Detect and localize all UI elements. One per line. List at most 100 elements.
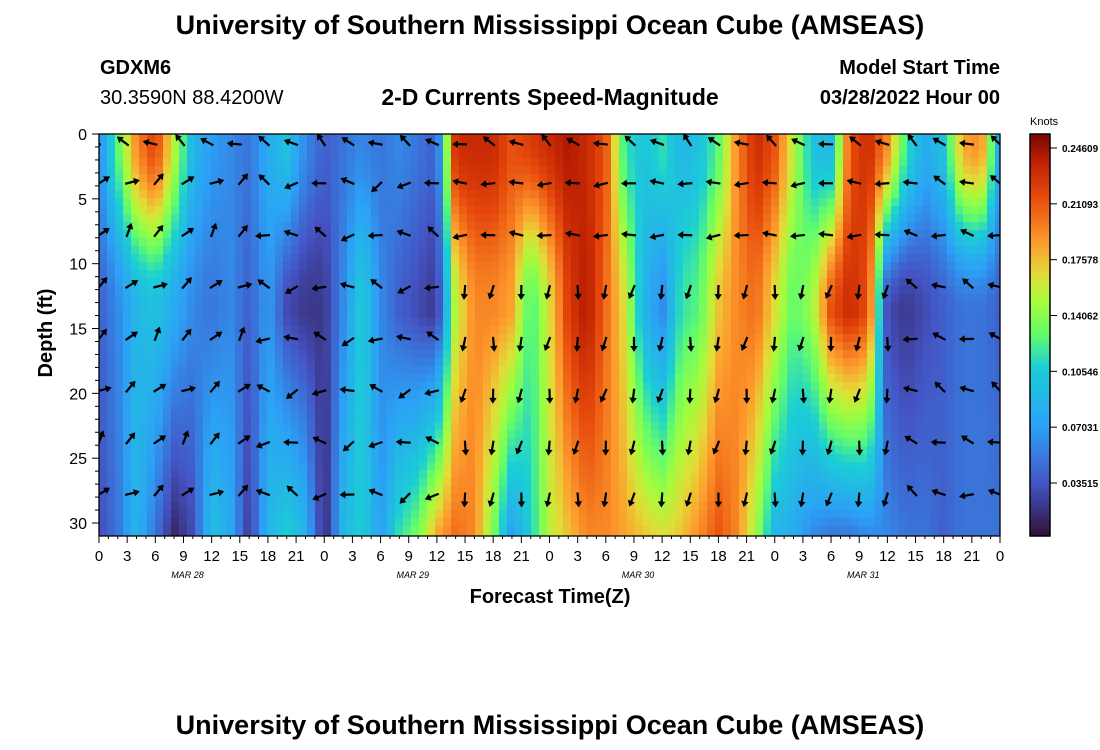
- heatmap-cell: [403, 478, 412, 487]
- heatmap-cell: [691, 294, 700, 303]
- heatmap-cell: [155, 206, 164, 215]
- heatmap-cell: [859, 222, 868, 231]
- heatmap-cell: [299, 302, 308, 311]
- heatmap-cell: [299, 142, 308, 151]
- heatmap-cell: [243, 494, 252, 503]
- heatmap-cell: [523, 438, 532, 447]
- heatmap-cell: [99, 342, 108, 351]
- heatmap-cell: [107, 142, 116, 151]
- heatmap-cell: [259, 222, 268, 231]
- heatmap-cell: [659, 270, 668, 279]
- heatmap-cell: [563, 222, 572, 231]
- heatmap-cell: [819, 198, 828, 207]
- heatmap-cell: [235, 134, 244, 143]
- heatmap-cell: [147, 398, 156, 407]
- heatmap-cell: [459, 182, 468, 191]
- heatmap-cell: [867, 358, 876, 367]
- heatmap-cell: [747, 198, 756, 207]
- heatmap-cell: [307, 278, 316, 287]
- heatmap-cell: [515, 174, 524, 183]
- heatmap-cell: [619, 478, 628, 487]
- heatmap-cell: [699, 494, 708, 503]
- heatmap-cell: [867, 294, 876, 303]
- heatmap-cell: [635, 246, 644, 255]
- heatmap-cell: [635, 462, 644, 471]
- heatmap-cell: [739, 150, 748, 159]
- heatmap-cell: [355, 438, 364, 447]
- heatmap-cell: [635, 382, 644, 391]
- heatmap-cell: [99, 334, 108, 343]
- heatmap-cell: [163, 262, 172, 271]
- heatmap-cell: [563, 198, 572, 207]
- heatmap-cell: [587, 486, 596, 495]
- heatmap-cell: [195, 342, 204, 351]
- heatmap-cell: [683, 470, 692, 479]
- heatmap-cell: [795, 326, 804, 335]
- heatmap-cell: [139, 166, 148, 175]
- heatmap-cell: [355, 142, 364, 151]
- heatmap-cell: [331, 462, 340, 471]
- heatmap-cell: [539, 198, 548, 207]
- heatmap-cell: [771, 278, 780, 287]
- heatmap-cell: [395, 478, 404, 487]
- heatmap-cell: [635, 198, 644, 207]
- heatmap-cell: [355, 462, 364, 471]
- heatmap-cell: [179, 166, 188, 175]
- heatmap-cell: [235, 278, 244, 287]
- heatmap-cell: [539, 358, 548, 367]
- heatmap-cell: [379, 390, 388, 399]
- heatmap-cell: [683, 414, 692, 423]
- heatmap-cell: [275, 278, 284, 287]
- heatmap-cell: [683, 254, 692, 263]
- heatmap-cell: [683, 358, 692, 367]
- heatmap-cell: [867, 182, 876, 191]
- heatmap-cell: [667, 174, 676, 183]
- heatmap-cell: [547, 174, 556, 183]
- heatmap-cell: [595, 158, 604, 167]
- heatmap-cell: [99, 142, 108, 151]
- heatmap-cell: [715, 502, 724, 511]
- heatmap-cell: [507, 214, 516, 223]
- heatmap-cell: [659, 134, 668, 143]
- heatmap-cell: [851, 134, 860, 143]
- heatmap-cell: [411, 222, 420, 231]
- heatmap-cell: [547, 302, 556, 311]
- heatmap-cell: [179, 398, 188, 407]
- heatmap-cell: [491, 454, 500, 463]
- heatmap-cell: [667, 534, 676, 536]
- heatmap-cell: [587, 414, 596, 423]
- heatmap-cell: [435, 246, 444, 255]
- heatmap-cell: [355, 174, 364, 183]
- heatmap-cell: [155, 318, 164, 327]
- heatmap-cell: [179, 526, 188, 535]
- heatmap-cell: [571, 454, 580, 463]
- heatmap-cell: [811, 518, 820, 527]
- heatmap-cell: [635, 438, 644, 447]
- heatmap-cell: [707, 278, 716, 287]
- heatmap-cell: [243, 190, 252, 199]
- heatmap-cell: [427, 278, 436, 287]
- heatmap-cell: [147, 430, 156, 439]
- heatmap-cell: [571, 246, 580, 255]
- heatmap-cell: [307, 222, 316, 231]
- heatmap-cell: [691, 462, 700, 471]
- heatmap-cell: [315, 406, 324, 415]
- heatmap-cell: [819, 470, 828, 479]
- heatmap-cell: [723, 454, 732, 463]
- heatmap-cell: [827, 302, 836, 311]
- heatmap-cell: [307, 286, 316, 295]
- heatmap-cell: [835, 374, 844, 383]
- heatmap-cell: [499, 158, 508, 167]
- heatmap-cell: [547, 182, 556, 191]
- heatmap-cell: [787, 350, 796, 359]
- heatmap-cell: [675, 278, 684, 287]
- heatmap-cell: [587, 326, 596, 335]
- heatmap-cell: [107, 414, 116, 423]
- heatmap-cell: [363, 342, 372, 351]
- heatmap-cell: [659, 342, 668, 351]
- heatmap-cell: [203, 230, 212, 239]
- heatmap-cell: [107, 134, 116, 143]
- heatmap-cell: [187, 494, 196, 503]
- heatmap-cell: [571, 206, 580, 215]
- heatmap-cell: [195, 518, 204, 527]
